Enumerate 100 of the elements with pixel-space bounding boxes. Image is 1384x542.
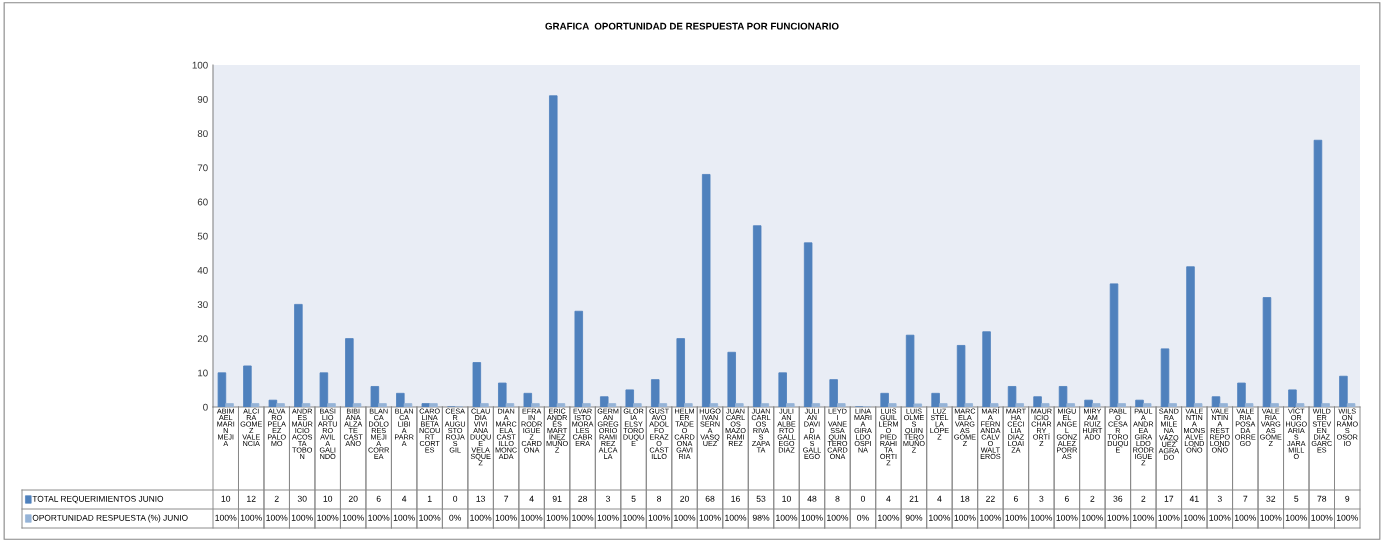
bar bbox=[625, 389, 634, 407]
bar bbox=[472, 362, 482, 407]
data-label: 20 bbox=[348, 495, 358, 502]
data-label: 4 bbox=[401, 495, 407, 502]
data-label: 0% bbox=[449, 514, 462, 521]
y-tick-label: 100 bbox=[192, 61, 208, 69]
data-label: 100% bbox=[1285, 514, 1307, 521]
data-label: 100% bbox=[495, 514, 517, 521]
bar bbox=[378, 403, 387, 407]
data-label: 100% bbox=[878, 514, 900, 521]
data-label: 3 bbox=[606, 495, 611, 502]
data-label: 2 bbox=[1090, 495, 1095, 502]
data-label: 100% bbox=[1183, 514, 1206, 521]
data-label: 100% bbox=[597, 514, 619, 521]
data-label: 10 bbox=[782, 495, 791, 502]
data-label: 100% bbox=[1260, 514, 1282, 521]
bar bbox=[1040, 403, 1050, 407]
data-label: 5 bbox=[1294, 495, 1299, 502]
bar bbox=[829, 379, 838, 407]
bar bbox=[1270, 403, 1279, 407]
data-label: 100% bbox=[470, 514, 492, 521]
bar bbox=[225, 403, 234, 407]
bar bbox=[888, 403, 897, 407]
bar bbox=[778, 372, 787, 407]
data-label: 100% bbox=[419, 514, 441, 521]
data-label: 4 bbox=[529, 495, 534, 502]
bar bbox=[735, 403, 744, 407]
data-label: 0 bbox=[860, 495, 866, 502]
bar bbox=[574, 310, 584, 407]
bar bbox=[480, 403, 489, 407]
bar bbox=[939, 403, 948, 407]
y-tick-label: 0 bbox=[203, 403, 208, 411]
data-label: 6 bbox=[1013, 495, 1018, 502]
data-label: 5 bbox=[631, 495, 636, 502]
data-label: 8 bbox=[835, 495, 840, 502]
data-label: 32 bbox=[1266, 495, 1276, 502]
data-label: 100% bbox=[801, 514, 823, 521]
data-label: 100% bbox=[929, 514, 951, 521]
data-label: 3 bbox=[1217, 495, 1222, 502]
bar bbox=[276, 403, 285, 407]
data-label: 41 bbox=[1189, 495, 1199, 502]
data-label: 7 bbox=[1243, 495, 1248, 502]
bar bbox=[1033, 396, 1042, 407]
data-label: 10 bbox=[221, 495, 231, 502]
data-label: 2 bbox=[274, 495, 279, 502]
bar bbox=[1142, 403, 1152, 407]
data-label: 16 bbox=[731, 495, 740, 502]
data-label: 100% bbox=[827, 514, 849, 521]
bar bbox=[294, 303, 303, 407]
y-tick-label: 20 bbox=[197, 335, 208, 343]
data-label: 100% bbox=[1158, 514, 1180, 521]
data-label: 100% bbox=[980, 514, 1002, 521]
data-label: 100% bbox=[215, 514, 237, 521]
bar bbox=[1168, 403, 1177, 407]
data-label: 4 bbox=[886, 495, 891, 502]
data-label: 100% bbox=[266, 514, 288, 521]
bar bbox=[811, 403, 821, 407]
chart-title: GRAFICA OPORTUNIDAD DE RESPUESTA POR FUNCIONARIO bbox=[545, 22, 839, 30]
bar bbox=[709, 403, 719, 407]
data-label: 4 bbox=[937, 495, 942, 502]
bar bbox=[1066, 403, 1075, 407]
legend-label: OPORTUNIDAD RESPUESTA (%) JUNIO bbox=[32, 514, 188, 523]
y-tick-label: 90 bbox=[197, 95, 208, 103]
bar bbox=[1211, 396, 1221, 407]
bar bbox=[786, 403, 795, 407]
bar bbox=[1091, 403, 1101, 407]
y-tick-label: 80 bbox=[197, 130, 208, 138]
data-label: 100% bbox=[1336, 514, 1358, 521]
data-label: 100% bbox=[317, 514, 339, 521]
data-label: 100% bbox=[521, 514, 543, 521]
bar bbox=[345, 338, 354, 407]
bar bbox=[1160, 348, 1170, 407]
bar bbox=[523, 392, 533, 407]
data-label: 7 bbox=[504, 495, 509, 502]
bar bbox=[1117, 403, 1126, 407]
bar bbox=[880, 392, 889, 407]
data-label: 0 bbox=[453, 495, 458, 502]
bar bbox=[760, 403, 770, 407]
data-label: 100% bbox=[776, 514, 798, 521]
bar bbox=[505, 403, 515, 407]
data-label: 100% bbox=[954, 514, 976, 521]
bar bbox=[498, 382, 507, 407]
data-label: 100% bbox=[1209, 514, 1231, 521]
data-label: 6 bbox=[376, 495, 381, 502]
y-tick-label: 50 bbox=[197, 232, 208, 240]
bar bbox=[352, 403, 362, 407]
data-label: 3 bbox=[1039, 495, 1044, 502]
bar bbox=[600, 396, 609, 407]
bar bbox=[531, 403, 540, 407]
data-label: 100% bbox=[342, 514, 364, 521]
data-label: 100% bbox=[674, 514, 696, 521]
bar bbox=[1339, 375, 1348, 407]
data-label: 22 bbox=[986, 495, 995, 502]
bar bbox=[217, 372, 227, 407]
bar bbox=[1109, 283, 1119, 407]
data-label: 20 bbox=[680, 495, 689, 502]
bar bbox=[964, 403, 973, 407]
bar bbox=[1007, 386, 1017, 407]
data-label: 68 bbox=[705, 495, 715, 502]
y-tick-label: 60 bbox=[197, 198, 208, 206]
